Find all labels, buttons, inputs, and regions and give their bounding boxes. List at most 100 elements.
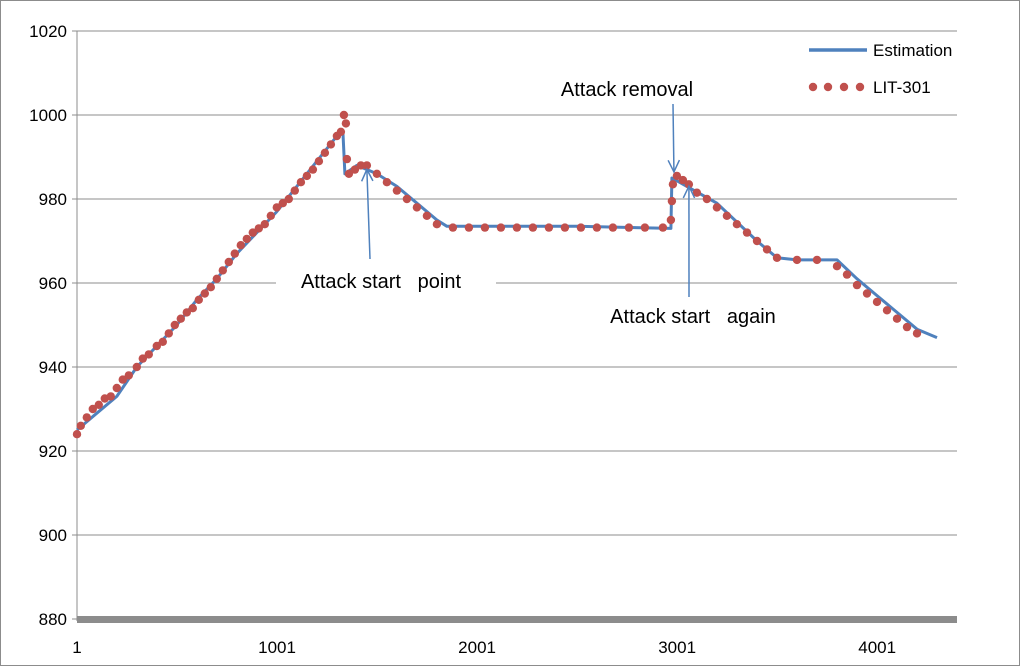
data-point-lit-301 [641, 223, 649, 231]
series-layer [73, 111, 937, 439]
data-point-lit-301 [753, 237, 761, 245]
data-point-lit-301 [433, 220, 441, 228]
y-tick-labels: 880 900 920 940 960 980 1000 1020 [29, 22, 67, 629]
series-line-estimation [77, 132, 937, 430]
y-tick-label: 900 [39, 526, 67, 545]
data-point-lit-301 [237, 241, 245, 249]
data-point-lit-301 [159, 338, 167, 346]
x-tick-label: 4001 [858, 638, 896, 657]
data-point-lit-301 [843, 270, 851, 278]
data-point-lit-301 [373, 170, 381, 178]
data-point-lit-301 [133, 363, 141, 371]
data-point-lit-301 [513, 223, 521, 231]
data-point-lit-301 [625, 223, 633, 231]
data-point-lit-301 [813, 256, 821, 264]
data-point-lit-301 [145, 350, 153, 358]
data-point-lit-301 [201, 289, 209, 297]
data-point-lit-301 [667, 216, 675, 224]
data-point-lit-301 [773, 254, 781, 262]
data-point-lit-301 [465, 223, 473, 231]
data-point-lit-301 [95, 401, 103, 409]
data-point-lit-301 [77, 422, 85, 430]
data-point-lit-301 [315, 157, 323, 165]
data-point-lit-301 [291, 186, 299, 194]
data-point-lit-301 [165, 329, 173, 337]
data-point-lit-301 [668, 197, 676, 205]
x-tick-label: 3001 [658, 638, 696, 657]
data-point-lit-301 [225, 258, 233, 266]
data-point-lit-301 [261, 220, 269, 228]
y-tick-label: 1020 [29, 22, 67, 41]
legend-swatch-dot [809, 83, 817, 91]
data-point-lit-301 [393, 186, 401, 194]
data-point-lit-301 [903, 323, 911, 331]
data-point-lit-301 [231, 249, 239, 257]
legend-label: Estimation [873, 41, 952, 60]
legend-swatch-dot [824, 83, 832, 91]
data-point-lit-301 [83, 413, 91, 421]
annotation-label: Attack start point [301, 271, 462, 293]
data-point-lit-301 [561, 223, 569, 231]
data-point-lit-301 [177, 315, 185, 323]
y-tick-label: 1000 [29, 106, 67, 125]
y-tick-label: 880 [39, 610, 67, 629]
data-point-lit-301 [883, 306, 891, 314]
data-point-lit-301 [723, 212, 731, 220]
data-point-lit-301 [703, 195, 711, 203]
data-point-lit-301 [285, 195, 293, 203]
data-point-lit-301 [403, 195, 411, 203]
data-point-lit-301 [321, 149, 329, 157]
data-point-lit-301 [309, 165, 317, 173]
y-tick-label: 940 [39, 358, 67, 377]
data-point-lit-301 [107, 392, 115, 400]
data-point-lit-301 [337, 128, 345, 136]
data-point-lit-301 [743, 228, 751, 236]
data-point-lit-301 [340, 111, 348, 119]
data-point-lit-301 [195, 296, 203, 304]
data-point-lit-301 [545, 223, 553, 231]
y-tick-label: 920 [39, 442, 67, 461]
y-tick-label: 960 [39, 274, 67, 293]
legend-swatch-dot [840, 83, 848, 91]
data-point-lit-301 [733, 220, 741, 228]
x-tick-label: 2001 [458, 638, 496, 657]
data-point-lit-301 [497, 223, 505, 231]
data-point-lit-301 [763, 245, 771, 253]
data-point-lit-301 [481, 223, 489, 231]
data-point-lit-301 [669, 180, 677, 188]
data-point-lit-301 [659, 223, 667, 231]
legend-swatch-dot [856, 83, 864, 91]
data-point-lit-301 [73, 430, 81, 438]
data-point-lit-301 [267, 212, 275, 220]
data-point-lit-301 [413, 203, 421, 211]
data-point-lit-301 [793, 256, 801, 264]
data-point-lit-301 [383, 178, 391, 186]
y-tick-label: 980 [39, 190, 67, 209]
x-tick-label: 1001 [258, 638, 296, 657]
data-point-lit-301 [213, 275, 221, 283]
annotation-label: Attack removal [561, 79, 693, 101]
x-axis-bar [77, 616, 957, 623]
data-point-lit-301 [449, 223, 457, 231]
data-point-lit-301 [529, 223, 537, 231]
annotation-arrow [367, 169, 370, 259]
data-point-lit-301 [113, 384, 121, 392]
data-point-lit-301 [171, 321, 179, 329]
data-point-lit-301 [873, 298, 881, 306]
data-point-lit-301 [303, 172, 311, 180]
data-point-lit-301 [125, 371, 133, 379]
annotation-label: Attack start again [610, 306, 776, 328]
data-point-lit-301 [423, 212, 431, 220]
data-point-lit-301 [343, 155, 351, 163]
data-point-lit-301 [913, 329, 921, 337]
data-point-lit-301 [243, 235, 251, 243]
data-point-lit-301 [189, 304, 197, 312]
data-point-lit-301 [609, 223, 617, 231]
data-point-lit-301 [893, 315, 901, 323]
data-point-lit-301 [297, 178, 305, 186]
data-point-lit-301 [577, 223, 585, 231]
